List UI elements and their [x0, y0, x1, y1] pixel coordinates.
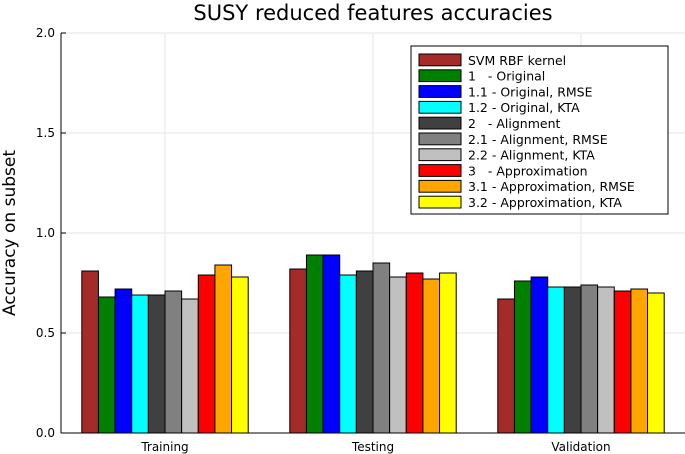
bar: [439, 272, 457, 434]
tick-labels: 0.0 0.5 1.0 1.5 2.0 Training Testing Validation: [36, 26, 611, 454]
bar: [289, 268, 307, 434]
bar: [147, 294, 166, 434]
bar: [339, 274, 357, 434]
bar: [214, 264, 233, 434]
legend-swatch: [418, 148, 462, 162]
legend-label: 3.2 - Approximation, KTA: [468, 195, 622, 210]
y-tick-label: 1.5: [36, 126, 55, 140]
bar: [422, 278, 441, 434]
bar: [81, 270, 99, 434]
x-tick-label: Training: [140, 440, 188, 454]
legend-label: SVM RBF kernel: [468, 53, 566, 68]
bar: [630, 288, 649, 434]
legend-swatch: [418, 116, 462, 130]
legend-swatch: [418, 132, 462, 146]
x-tick-label: Validation: [551, 440, 610, 454]
bar: [322, 254, 341, 434]
axes: [60, 32, 685, 434]
y-tick-label: 0.5: [36, 326, 55, 340]
legend-label: 3 - Approximation: [468, 163, 588, 178]
chart-title: SUSY reduced features accuracies: [193, 1, 552, 25]
bar: [181, 298, 199, 434]
bar: [231, 276, 249, 434]
y-tick-label: 0.0: [36, 426, 55, 440]
y-tick-label: 2.0: [36, 26, 55, 40]
bar: [97, 296, 116, 434]
legend-label: 1 - Original: [468, 69, 545, 84]
legend-swatch: [418, 179, 462, 193]
bar: [305, 254, 324, 434]
bar: [547, 286, 565, 434]
y-axis-label: Accuracy on subset: [0, 150, 20, 316]
legend-label: 2.1 - Alignment, RMSE: [468, 132, 608, 147]
y-tick-label: 1.0: [36, 226, 55, 240]
bar: [197, 274, 216, 434]
legend-label: 1.1 - Original, RMSE: [468, 84, 593, 99]
legend-swatch: [418, 53, 462, 67]
legend-swatch: [418, 69, 462, 83]
bar: [647, 292, 665, 434]
legend-label: 2.2 - Alignment, KTA: [468, 148, 595, 163]
legend-swatch: [418, 100, 462, 114]
bar: [613, 290, 632, 434]
bar: [597, 286, 615, 434]
bar: [497, 298, 515, 434]
bar: [513, 280, 532, 434]
legend-label: 1.2 - Original, KTA: [468, 100, 580, 115]
bar: [355, 270, 374, 434]
bar: [114, 288, 133, 434]
bar: [563, 286, 582, 434]
legend-swatch: [418, 195, 462, 209]
legend-swatch: [418, 164, 462, 177]
bars: [81, 254, 665, 434]
legend-label: 3.1 - Approximation, RMSE: [468, 179, 635, 194]
bar: [405, 272, 424, 434]
bar: [389, 276, 407, 434]
legend-label: 2 - Alignment: [468, 116, 561, 131]
bar: [131, 294, 149, 434]
bar: [530, 276, 549, 434]
bar: [164, 290, 183, 434]
bar: [372, 262, 391, 434]
bar: [580, 284, 599, 434]
legend-swatch: [418, 85, 462, 98]
x-tick-label: Testing: [351, 440, 394, 454]
